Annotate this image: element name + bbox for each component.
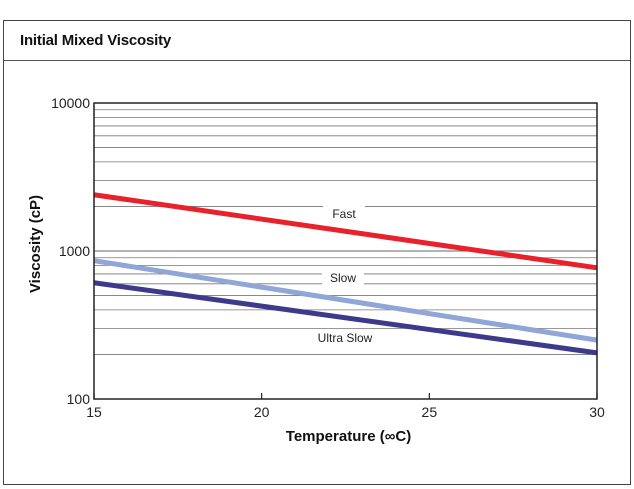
chart-title-bar: Initial Mixed Viscosity [4, 21, 630, 61]
series-label-slow: Slow [330, 271, 356, 285]
series-label-fast: Fast [332, 207, 356, 221]
series-label-bg [304, 329, 386, 345]
series-line-fast [93, 192, 598, 271]
y-tick-label: 100 [67, 391, 91, 407]
y-tick-label: 1000 [59, 243, 90, 259]
series-lines [93, 192, 598, 356]
x-tick-label: 30 [589, 404, 605, 420]
series-labels: Fast Slow Ultra Slow [304, 205, 386, 345]
chart-panel: Initial Mixed Viscosity [3, 20, 631, 485]
series-label-bg [322, 269, 364, 285]
series-line-ultra-slow [93, 280, 598, 356]
chart-title: Initial Mixed Viscosity [20, 32, 172, 49]
plot-frame [93, 102, 598, 400]
axes [93, 102, 598, 400]
series-label-bg [323, 205, 365, 221]
y-axis-title: Viscosity (cP) [27, 195, 44, 293]
x-axis-title: Temperature (∞C) [286, 428, 411, 445]
series-label-ultra-slow: Ultra Slow [318, 331, 373, 345]
x-tick-label: 20 [254, 404, 270, 420]
series-line-slow [93, 258, 598, 343]
tick-labels: 15 20 25 30 100 1000 10000 [51, 95, 605, 420]
x-tick-label: 25 [422, 404, 438, 420]
x-tick-label: 15 [86, 404, 102, 420]
y-tick-label: 10000 [51, 95, 90, 111]
